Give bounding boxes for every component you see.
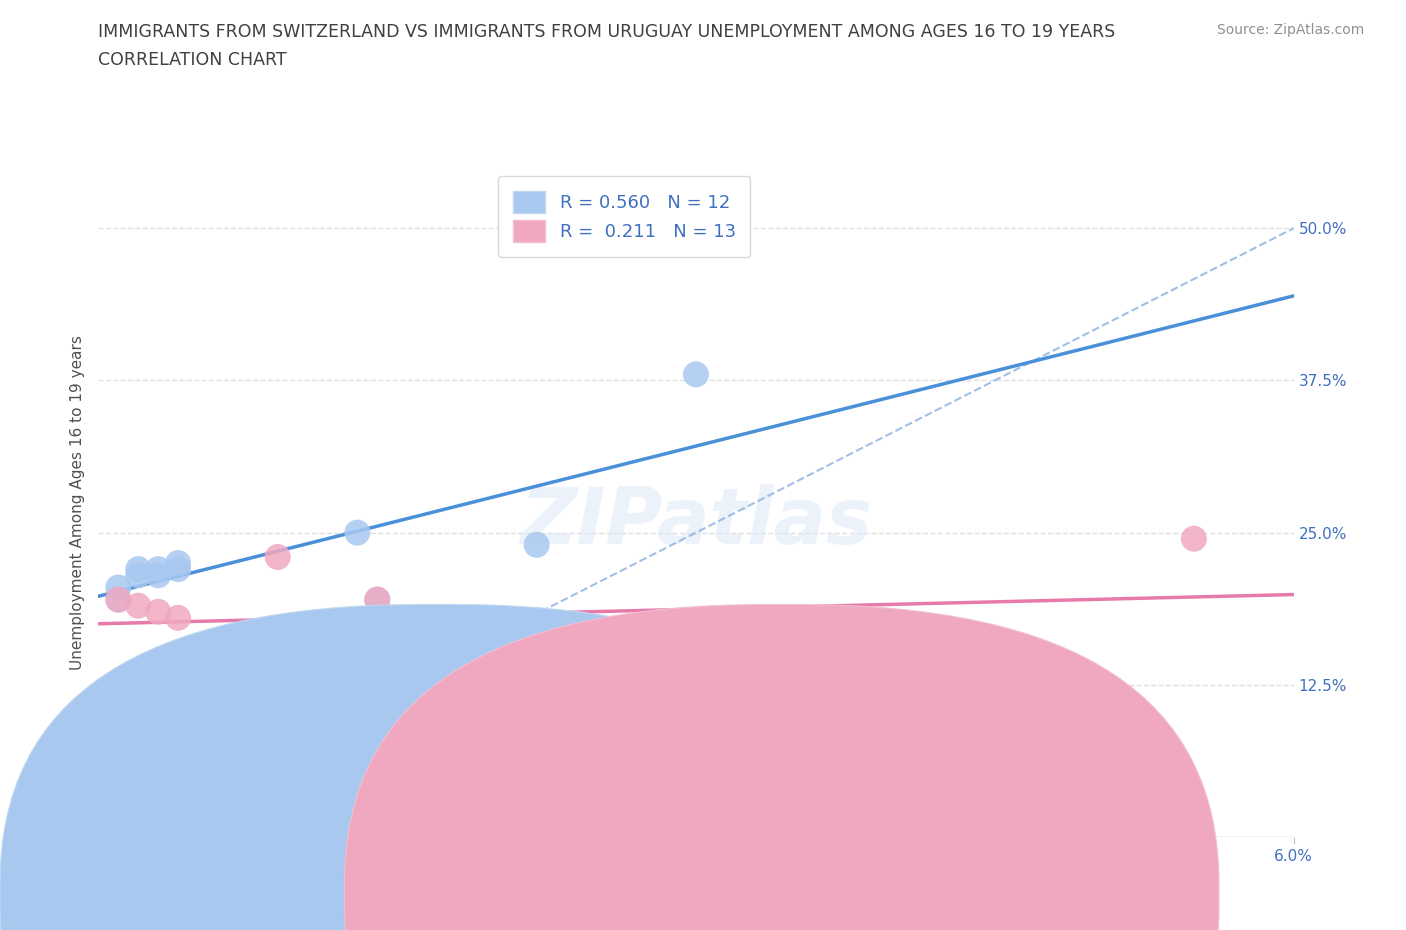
Point xyxy=(485,665,508,680)
Point xyxy=(645,671,668,686)
Point xyxy=(446,622,468,637)
Point xyxy=(366,592,388,607)
Point xyxy=(267,550,290,565)
Point xyxy=(107,592,129,607)
Point xyxy=(127,568,149,583)
Point xyxy=(167,562,190,577)
Y-axis label: Unemployment Among Ages 16 to 19 years: Unemployment Among Ages 16 to 19 years xyxy=(69,335,84,670)
Point xyxy=(148,562,170,577)
Point xyxy=(1182,531,1205,546)
Point xyxy=(107,592,129,607)
Text: IMMIGRANTS FROM SWITZERLAND VS IMMIGRANTS FROM URUGUAY UNEMPLOYMENT AMONG AGES 1: IMMIGRANTS FROM SWITZERLAND VS IMMIGRANT… xyxy=(98,23,1116,41)
Text: Source: ZipAtlas.com: Source: ZipAtlas.com xyxy=(1216,23,1364,37)
Text: CORRELATION CHART: CORRELATION CHART xyxy=(98,51,287,69)
Point xyxy=(127,562,149,577)
Point xyxy=(526,538,548,552)
Legend: R = 0.560   N = 12, R =  0.211   N = 13: R = 0.560 N = 12, R = 0.211 N = 13 xyxy=(498,177,751,257)
Point xyxy=(685,367,707,382)
Point xyxy=(565,617,588,631)
Text: Immigrants from Uruguay: Immigrants from Uruguay xyxy=(803,887,1001,903)
Point xyxy=(246,641,269,656)
Point xyxy=(526,617,548,631)
Point xyxy=(366,592,388,607)
Text: ZIPatlas: ZIPatlas xyxy=(520,485,872,560)
Point xyxy=(167,555,190,570)
Point xyxy=(148,604,170,619)
Point xyxy=(107,580,129,595)
Point xyxy=(127,598,149,613)
Point xyxy=(148,568,170,583)
Point xyxy=(167,610,190,625)
Text: Immigrants from Switzerland: Immigrants from Switzerland xyxy=(458,887,681,903)
Point xyxy=(346,525,368,540)
